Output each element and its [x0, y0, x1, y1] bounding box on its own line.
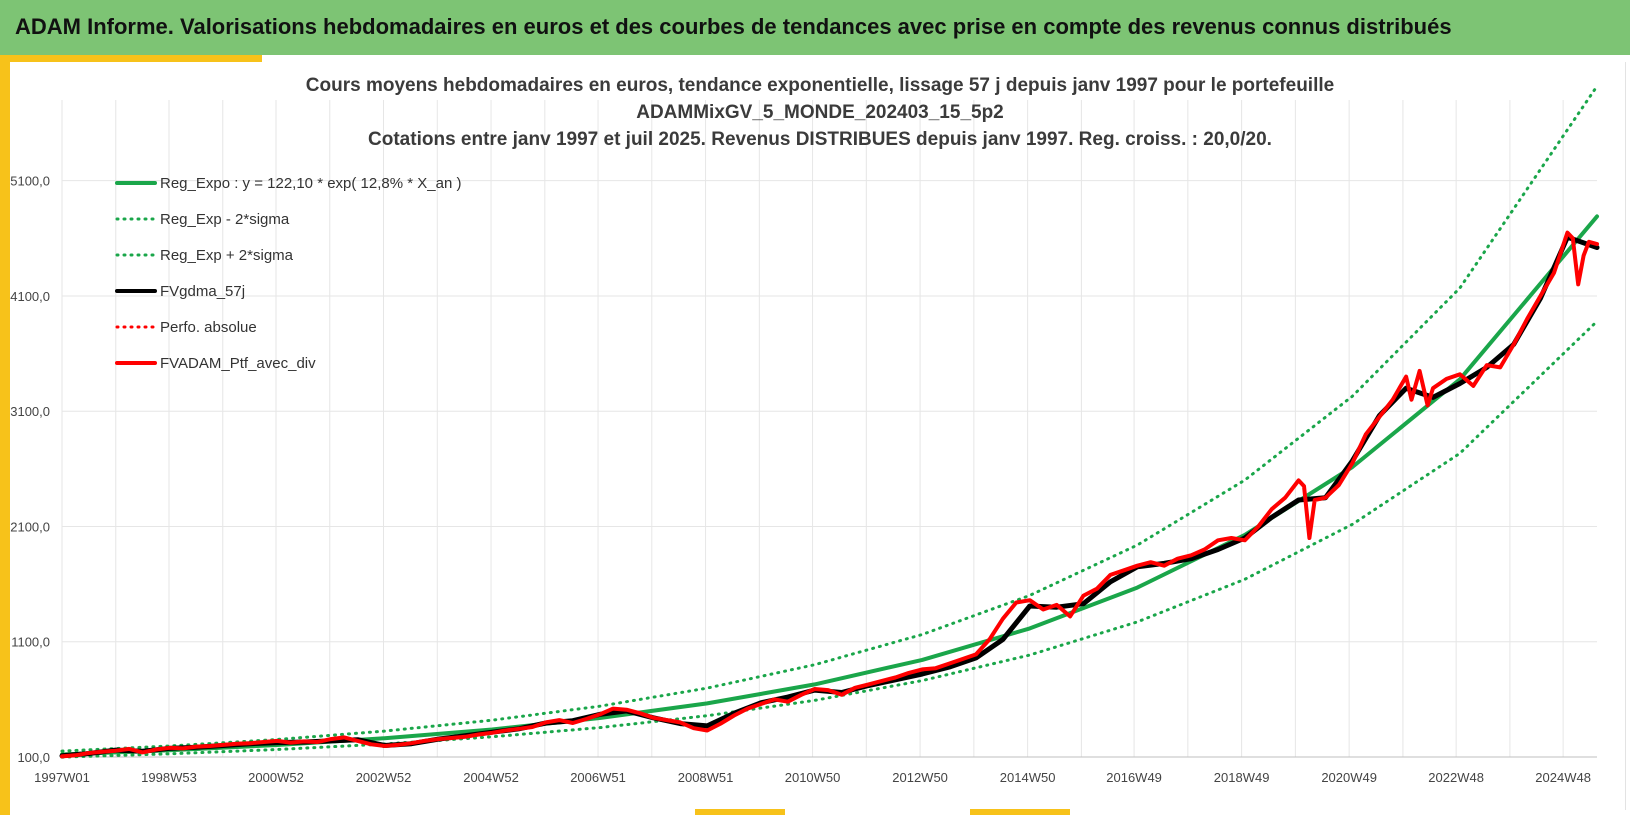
x-tick-label: 2006W51	[570, 770, 626, 785]
y-tick-label: 100,0	[17, 750, 50, 765]
series-line-4	[60, 230, 1599, 759]
y-tick-label: 3100,0	[10, 404, 50, 419]
x-axis-ticks: 1997W01 1998W53 2000W52 2002W52 2004W52 2006W…	[34, 770, 1591, 785]
accent-bar-bottom-1	[695, 809, 785, 815]
y-tick-label: 5100,0	[10, 174, 50, 189]
x-tick-label: 2022W48	[1428, 770, 1484, 785]
chart-title-line: Cours moyens hebdomadaires en euros, ten…	[306, 75, 1334, 96]
legend-label: Perfo. absolue	[160, 319, 257, 336]
x-tick-label: 2016W49	[1106, 770, 1162, 785]
chart-series	[59, 84, 1600, 759]
series-line-2	[60, 84, 1599, 753]
chart-grid	[61, 100, 1597, 758]
legend-label: Reg_Exp - 2*sigma	[160, 211, 290, 228]
chart-title-line: Cotations entre janv 1997 et juil 2025. …	[368, 129, 1272, 150]
page-banner: ADAM Informe. Valorisations hebdomadaire…	[0, 0, 1630, 55]
chart-legend: Reg_Expo : y = 122,10 * exp( 12,8% * X_a…	[115, 175, 461, 372]
y-axis-ticks: 100,0 1100,0 2100,0 3100,0 4100,0 5100,0	[10, 174, 50, 765]
chart-frame	[10, 62, 1626, 810]
banner-title: ADAM Informe. Valorisations hebdomadaire…	[15, 14, 1452, 39]
x-tick-label: 1997W01	[34, 770, 90, 785]
chart-title-line: ADAMMixGV_5_MONDE_202403_15_5p2	[636, 102, 1004, 123]
chart-title-block: Cours moyens hebdomadaires en euros, ten…	[306, 75, 1334, 150]
x-tick-label: 2018W49	[1214, 770, 1270, 785]
y-tick-label: 1100,0	[11, 635, 50, 650]
x-tick-label: 2014W50	[1000, 770, 1056, 785]
y-tick-label: 2100,0	[10, 519, 50, 534]
series-line-1	[60, 319, 1599, 759]
legend-label: Reg_Exp + 2*sigma	[160, 247, 294, 264]
x-tick-label: 2012W50	[892, 770, 948, 785]
legend-label: FVADAM_Ptf_avec_div	[160, 355, 316, 372]
x-tick-label: 2024W48	[1535, 770, 1591, 785]
x-tick-label: 2010W50	[785, 770, 841, 785]
series-line-0	[60, 214, 1599, 757]
y-tick-label: 4100,0	[10, 289, 50, 304]
x-tick-label: 1998W53	[141, 770, 197, 785]
legend-label: Reg_Expo : y = 122,10 * exp( 12,8% * X_a…	[160, 175, 461, 192]
x-tick-label: 2020W49	[1321, 770, 1377, 785]
accent-bar-top	[10, 55, 262, 62]
accent-bar-bottom-2	[970, 809, 1070, 815]
legend-label: FVgdma_57j	[160, 283, 245, 300]
x-tick-label: 2002W52	[356, 770, 412, 785]
accent-bar-left	[0, 55, 10, 815]
x-tick-label: 2000W52	[248, 770, 304, 785]
x-tick-label: 2008W51	[678, 770, 734, 785]
series-line-3	[59, 234, 1600, 759]
x-tick-label: 2004W52	[463, 770, 519, 785]
